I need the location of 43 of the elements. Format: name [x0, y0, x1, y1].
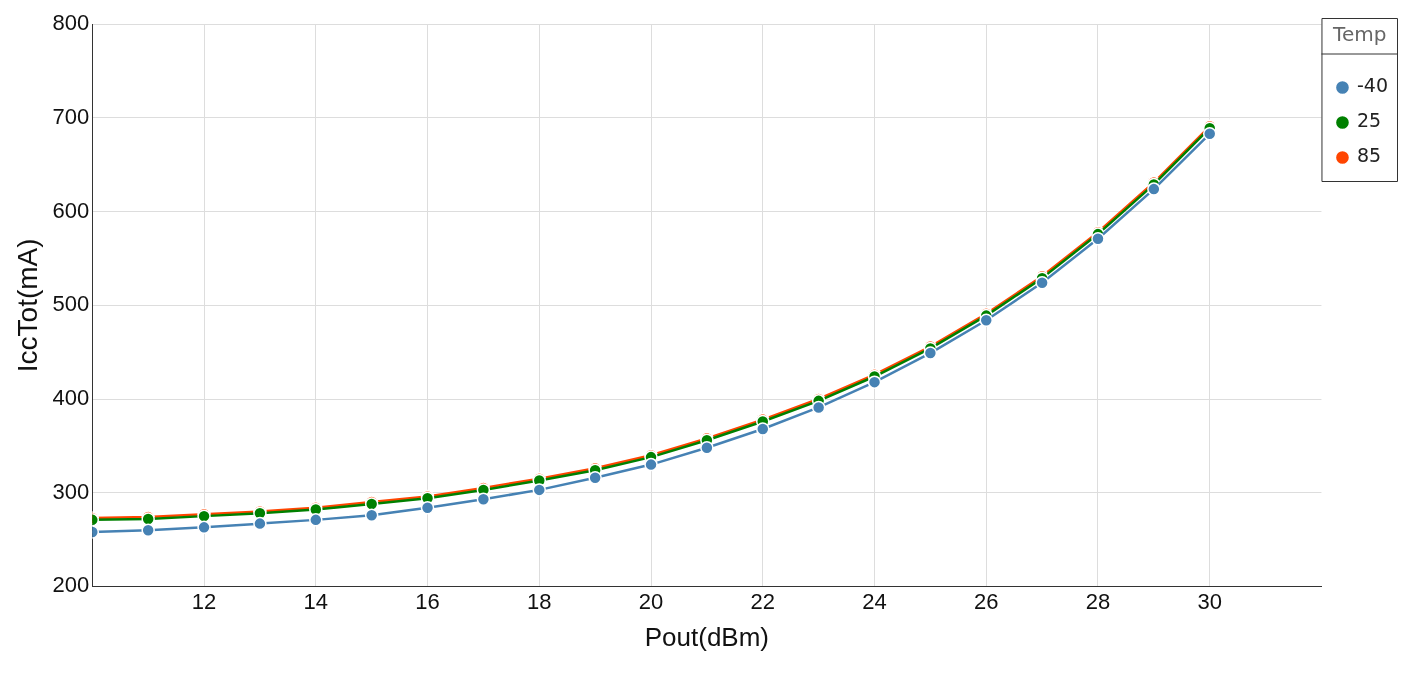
y-tick-label: 300 — [52, 478, 90, 504]
x-tick-label: 14 — [303, 588, 329, 614]
point — [644, 457, 658, 472]
point — [420, 500, 435, 515]
point — [197, 520, 211, 535]
point — [1147, 182, 1161, 196]
point — [867, 375, 882, 389]
x-tick-label: 18 — [527, 588, 552, 614]
legend-label: -40 — [1356, 74, 1389, 97]
point — [588, 470, 602, 485]
point — [1035, 276, 1049, 290]
x-tick-label: 30 — [1197, 588, 1222, 614]
y-axis-title: IccTot(mA) — [11, 238, 43, 373]
point — [309, 513, 323, 527]
x-tick-label: 24 — [862, 588, 887, 614]
y-tick-label: 600 — [52, 197, 90, 223]
point — [532, 483, 547, 497]
point — [756, 422, 770, 436]
point — [700, 440, 714, 455]
x-tick-label: 12 — [191, 588, 217, 614]
y-tick-label: 700 — [52, 103, 90, 129]
point — [141, 523, 155, 537]
y-tick-label: 200 — [52, 572, 90, 598]
point — [923, 346, 938, 360]
legend-title: Temp — [1332, 22, 1387, 47]
y-tick-label: 400 — [52, 385, 90, 411]
legend-label: 85 — [1356, 144, 1382, 167]
x-tick-label: 28 — [1085, 588, 1111, 614]
point — [1091, 232, 1105, 246]
x-tick-label: 16 — [415, 588, 440, 614]
y-tick-label: 500 — [52, 291, 90, 317]
x-axis-title: Pout(dBm) — [644, 621, 770, 652]
y-tick-label: 800 — [52, 10, 90, 36]
point — [979, 313, 993, 328]
point — [1202, 127, 1217, 141]
x-tick-label: 26 — [974, 588, 999, 614]
point — [811, 400, 826, 415]
point — [364, 508, 379, 522]
x-tick-label: 22 — [750, 588, 775, 614]
point — [476, 492, 491, 507]
x-tick-label: 20 — [638, 588, 664, 614]
legend-label: 25 — [1356, 109, 1382, 132]
point — [253, 516, 267, 531]
